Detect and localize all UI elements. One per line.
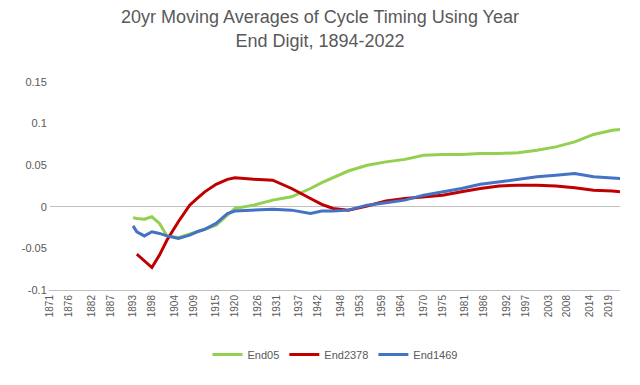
- svg-text:1898: 1898: [146, 295, 157, 318]
- svg-text:1992: 1992: [501, 295, 512, 318]
- svg-text:1887: 1887: [105, 295, 116, 318]
- svg-text:1876: 1876: [63, 295, 74, 318]
- svg-text:End1469: End1469: [413, 349, 457, 361]
- svg-text:0.15: 0.15: [25, 76, 46, 88]
- svg-text:-0.1: -0.1: [28, 284, 47, 296]
- svg-text:1986: 1986: [478, 295, 489, 318]
- svg-text:20yr Moving Averages of Cycle: 20yr Moving Averages of Cycle Timing Usi…: [121, 7, 519, 50]
- svg-text:1975: 1975: [437, 295, 448, 318]
- svg-text:0: 0: [41, 201, 47, 213]
- svg-text:1909: 1909: [188, 295, 199, 318]
- svg-text:1920: 1920: [229, 295, 240, 318]
- svg-text:1948: 1948: [335, 295, 346, 318]
- svg-text:2014: 2014: [584, 295, 595, 318]
- svg-text:End2378: End2378: [324, 349, 368, 361]
- svg-text:1926: 1926: [252, 295, 263, 318]
- svg-text:1904: 1904: [169, 295, 180, 318]
- svg-text:1882: 1882: [86, 295, 97, 318]
- svg-text:1937: 1937: [293, 295, 304, 318]
- svg-text:End05: End05: [248, 349, 280, 361]
- svg-text:2019: 2019: [603, 295, 614, 318]
- svg-text:0.1: 0.1: [32, 117, 47, 129]
- svg-text:1959: 1959: [376, 295, 387, 318]
- svg-text:1871: 1871: [44, 295, 55, 318]
- svg-text:1893: 1893: [127, 295, 138, 318]
- svg-text:2008: 2008: [561, 295, 572, 318]
- svg-text:-0.05: -0.05: [22, 242, 47, 254]
- svg-text:1953: 1953: [354, 295, 365, 318]
- svg-text:1942: 1942: [312, 295, 323, 318]
- svg-text:1970: 1970: [418, 295, 429, 318]
- svg-text:1931: 1931: [271, 295, 282, 318]
- svg-text:1964: 1964: [395, 295, 406, 318]
- svg-text:0.05: 0.05: [25, 159, 46, 171]
- svg-text:2003: 2003: [543, 295, 554, 318]
- svg-text:1915: 1915: [210, 295, 221, 318]
- svg-text:1997: 1997: [520, 295, 531, 318]
- svg-text:1981: 1981: [459, 295, 470, 318]
